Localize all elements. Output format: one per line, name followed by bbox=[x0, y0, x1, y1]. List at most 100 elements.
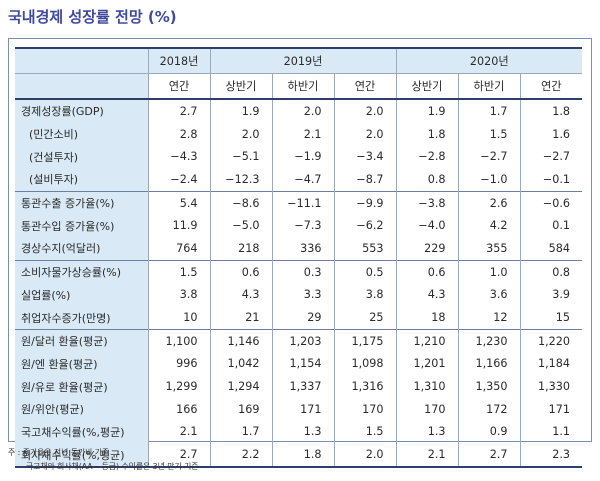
table-cell: 1.1 bbox=[552, 425, 570, 439]
table-cell: 2.3 bbox=[520, 443, 582, 468]
table-cell: 1.7 bbox=[210, 420, 273, 444]
table-cell: −7.3 bbox=[272, 214, 335, 238]
table-cell: −1.9 bbox=[272, 145, 335, 169]
table-row: 국고채수익률(%,평균) 2.1 1.7 1.3 1.5 1.3 0.9 1.1 bbox=[15, 420, 582, 444]
table-cell: −3.4 bbox=[334, 145, 397, 169]
table-cell: −9.9 bbox=[334, 190, 397, 215]
table-cell: 25 bbox=[334, 306, 397, 330]
table-cell: 1,310 bbox=[396, 375, 459, 398]
footnote: 국고채와 회사채(AA− 등급) 수익률은 3년 만기 기준 bbox=[26, 462, 199, 471]
table-cell: 2.0 bbox=[334, 122, 397, 146]
table-cell: 1,220 bbox=[520, 328, 582, 353]
table-cell: 171 bbox=[548, 402, 570, 416]
table-row: (건설투자) −4.3 −5.1 −1.9 −3.4 −2.8 −2.7 −2.7 bbox=[15, 145, 582, 169]
table-cell: 170 bbox=[334, 397, 397, 421]
table-cell: −8.6 bbox=[210, 190, 273, 215]
period-header: 연간 bbox=[520, 73, 582, 99]
table-cell: −12.3 bbox=[210, 168, 273, 192]
period-header: 연간 bbox=[334, 73, 397, 99]
table-cell: 1.7 bbox=[458, 99, 521, 123]
table-row: 소비자물가상승률(%) 1.5 0.6 0.3 0.5 0.6 1.0 0.8 bbox=[15, 259, 582, 284]
table-cell: 229 bbox=[396, 237, 459, 261]
table-row: 통관수출 증가율(%) 5.4 −8.6 −11.1 −9.9 −3.8 2.6 −0.6 bbox=[15, 190, 582, 215]
table-cell: 1,330 bbox=[537, 380, 570, 394]
table-cell: 584 bbox=[548, 241, 570, 255]
table-cell: −8.7 bbox=[334, 168, 397, 192]
table-cell: −5.1 bbox=[210, 145, 273, 169]
table-cell: −0.6 bbox=[520, 190, 582, 215]
table-cell: 170 bbox=[396, 397, 459, 421]
table-cell: −11.1 bbox=[272, 190, 335, 215]
table-cell: −2.7 bbox=[542, 150, 570, 164]
row-label: (설비투자) bbox=[15, 168, 149, 192]
table-cell: 1,294 bbox=[210, 375, 273, 398]
table-cell: 2.2 bbox=[210, 443, 273, 468]
table-cell: 1,299 bbox=[148, 375, 211, 398]
row-label: 원/위안(평균) bbox=[15, 397, 149, 421]
table-cell: 3.3 bbox=[272, 283, 335, 307]
table-cell: 2.1 bbox=[396, 443, 459, 468]
row-label: 회사채수익률(%,평균) bbox=[15, 443, 149, 468]
table-cell: 2.0 bbox=[272, 99, 335, 123]
table-cell: −2.7 bbox=[458, 145, 521, 169]
table-cell: 0.6 bbox=[396, 259, 459, 284]
table-cell: 1,146 bbox=[210, 328, 273, 353]
table-cell: 3.8 bbox=[334, 283, 397, 307]
table-cell: 1,337 bbox=[272, 375, 335, 398]
table-cell: 0.6 bbox=[210, 259, 273, 284]
table-cell: 218 bbox=[210, 237, 273, 261]
table-cell: 2.7 bbox=[458, 443, 521, 468]
table-cell: −0.1 bbox=[542, 172, 570, 186]
row-label: 실업률(%) bbox=[15, 283, 149, 307]
table-cell: 171 bbox=[272, 397, 335, 421]
table-row: 경상수지(억달러) 764 218 336 553 229 355 584 bbox=[15, 237, 582, 261]
table-cell: 169 bbox=[210, 397, 273, 421]
table-cell: 21 bbox=[210, 306, 273, 330]
table-cell: 1,203 bbox=[272, 328, 335, 353]
page-title: 국내경제 성장률 전망 (%) bbox=[8, 8, 177, 26]
table-cell: 1,316 bbox=[334, 375, 397, 398]
table-cell: 166 bbox=[148, 397, 211, 421]
table-cell: 1,201 bbox=[396, 352, 459, 376]
row-label: 국고채수익률(%,평균) bbox=[15, 420, 149, 444]
table-cell: 18 bbox=[396, 306, 459, 330]
table-cell: 2.0 bbox=[334, 99, 397, 123]
table-cell: 0.5 bbox=[334, 259, 397, 284]
table-row: 통관수입 증가율(%) 11.9 −5.0 −7.3 −6.2 −4.0 4.2 0.1 bbox=[15, 214, 582, 238]
table-cell: 0.8 bbox=[520, 259, 582, 284]
year-header-2019: 2019년 bbox=[210, 48, 397, 74]
footnote: 주 : 증가율은 전년 동기비 기준 bbox=[8, 448, 110, 457]
row-label: 통관수출 증가율(%) bbox=[15, 190, 149, 215]
table-cell: 172 bbox=[458, 397, 521, 421]
table-cell: 1,100 bbox=[148, 328, 211, 353]
table-cell: 2.7 bbox=[148, 99, 211, 123]
table-cell: 2.6 bbox=[458, 190, 521, 215]
period-header: 연간 bbox=[148, 73, 211, 99]
table-cell: −4.0 bbox=[396, 214, 459, 238]
table-cell: 553 bbox=[334, 237, 397, 261]
table-row: 원/엔 환율(평균) 996 1,042 1,154 1,098 1,201 1,166 1,… bbox=[15, 352, 582, 376]
table-cell: 1.5 bbox=[148, 259, 211, 284]
table-row: (설비투자) −2.4 −12.3 −4.7 −8.7 0.8 −1.0 −0.1 bbox=[15, 168, 582, 192]
header-corner bbox=[15, 73, 149, 99]
table-cell: 996 bbox=[148, 352, 211, 376]
table-cell: 1,042 bbox=[210, 352, 273, 376]
table-cell: 1.9 bbox=[396, 99, 459, 123]
table-cell: 4.2 bbox=[458, 214, 521, 238]
table-cell: 1,098 bbox=[334, 352, 397, 376]
row-label: 소비자물가상승률(%) bbox=[15, 259, 149, 284]
header-corner bbox=[15, 48, 149, 74]
table-cell: −2.4 bbox=[148, 168, 211, 192]
table-cell: 2.8 bbox=[148, 122, 211, 146]
row-label: 경상수지(억달러) bbox=[15, 237, 149, 261]
table-cell: 3.6 bbox=[458, 283, 521, 307]
table-cell: −1.0 bbox=[458, 168, 521, 192]
row-label: 통관수입 증가율(%) bbox=[15, 214, 149, 238]
table-cell: 1.5 bbox=[458, 122, 521, 146]
table-cell: 2.1 bbox=[272, 122, 335, 146]
table-cell: 1.0 bbox=[458, 259, 521, 284]
table-cell: 5.4 bbox=[148, 190, 211, 215]
table-cell: 1,230 bbox=[458, 328, 521, 353]
year-header-2020: 2020년 bbox=[396, 48, 582, 74]
table-cell: 12 bbox=[458, 306, 521, 330]
